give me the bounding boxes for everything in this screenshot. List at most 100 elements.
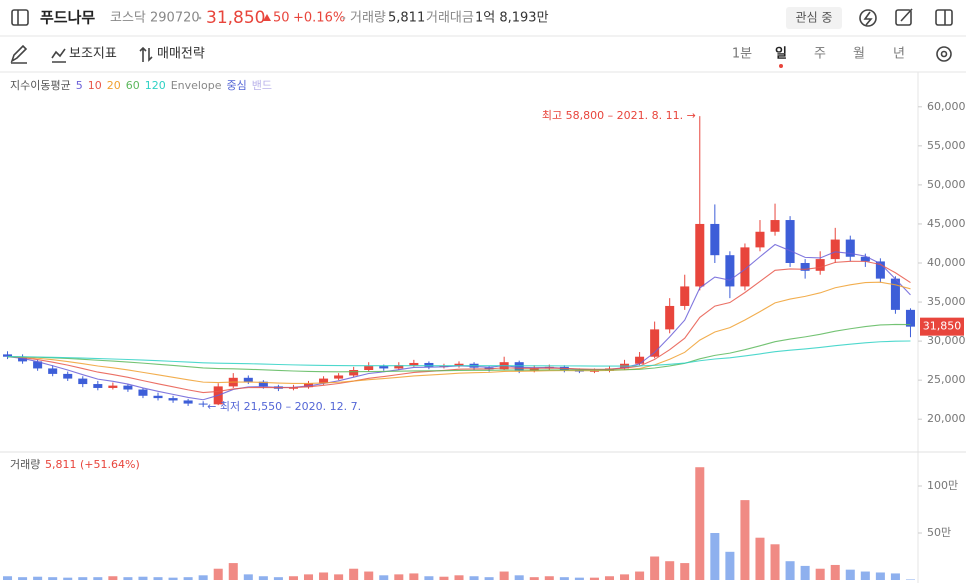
ema-line bbox=[7, 281, 911, 384]
candle-body bbox=[710, 223, 720, 256]
candle-body bbox=[334, 375, 344, 379]
watch-button[interactable] bbox=[786, 7, 842, 29]
period-tab[interactable]: 월 bbox=[853, 47, 865, 62]
period-tab[interactable]: 일 bbox=[775, 47, 787, 62]
candle-body bbox=[198, 403, 208, 405]
settings-icon[interactable] bbox=[936, 46, 952, 62]
candle-body bbox=[394, 365, 404, 369]
candle-body bbox=[725, 255, 735, 287]
volume-bar bbox=[228, 563, 238, 580]
high-annotation: 최고 58,800 – 2021. 8. 11. → bbox=[542, 109, 696, 122]
candle-body bbox=[123, 385, 133, 390]
candle-body bbox=[183, 400, 193, 404]
legend-band: 밴드 bbox=[252, 79, 272, 92]
volume-bar bbox=[635, 571, 645, 580]
candle-body bbox=[424, 362, 434, 367]
candle-body bbox=[635, 356, 645, 364]
candle-body bbox=[18, 356, 28, 362]
volume-bar bbox=[770, 544, 780, 580]
volume-bar bbox=[890, 573, 900, 580]
y-tick-label: 60,000 bbox=[927, 100, 966, 113]
candle-body bbox=[755, 231, 765, 248]
change: 50 bbox=[273, 11, 290, 26]
candle-body bbox=[785, 220, 795, 263]
candle-body bbox=[108, 385, 118, 388]
volume-bar bbox=[243, 574, 253, 580]
volume-bar bbox=[680, 563, 690, 580]
indicators[interactable]: 보조지표 bbox=[69, 47, 117, 62]
y-tick-label: 50만 bbox=[927, 526, 951, 539]
indicator-icon bbox=[51, 48, 66, 63]
y-tick-label: 35,000 bbox=[927, 295, 966, 308]
volume-bar bbox=[755, 537, 765, 580]
price: 31,850 bbox=[206, 8, 265, 28]
legend-period: 120 bbox=[145, 79, 166, 92]
edit-icon[interactable] bbox=[895, 9, 912, 26]
volume-bar bbox=[559, 577, 569, 580]
volume-bar bbox=[183, 577, 193, 580]
candle-body bbox=[905, 309, 915, 327]
ema-line bbox=[7, 260, 911, 394]
alert-bolt bbox=[863, 11, 873, 26]
legend-envelope: Envelope bbox=[171, 79, 222, 92]
period-tab[interactable]: 주 bbox=[814, 47, 826, 62]
volume-bar bbox=[529, 577, 539, 580]
last-price-box bbox=[920, 317, 964, 336]
volume-bar bbox=[364, 571, 374, 580]
legend-period: 20 bbox=[107, 79, 121, 92]
volume-bar bbox=[620, 574, 630, 580]
volume-title: 거래량 bbox=[10, 458, 40, 471]
strategy[interactable]: 매매전략 bbox=[157, 47, 205, 62]
volume-bar bbox=[213, 568, 223, 580]
panel-icon[interactable] bbox=[935, 9, 953, 26]
candle-body bbox=[63, 373, 73, 379]
volume-bar bbox=[33, 576, 43, 580]
volume-bar bbox=[574, 577, 584, 580]
y-tick-label: 40,000 bbox=[927, 256, 966, 269]
volume-bar bbox=[454, 575, 464, 580]
volume-bar bbox=[710, 533, 720, 580]
sidebar-icon[interactable] bbox=[11, 9, 29, 26]
candle-body bbox=[3, 354, 13, 357]
candle-body bbox=[379, 366, 389, 369]
strategy-icon bbox=[139, 46, 153, 62]
volume-bar bbox=[138, 576, 148, 580]
volume-bar bbox=[48, 577, 58, 580]
volume-subtitle: 5,811 (+51.64%) bbox=[45, 458, 140, 471]
volume-bar bbox=[63, 577, 73, 580]
y-tick-label: 45,000 bbox=[927, 217, 966, 230]
draw-icon[interactable] bbox=[10, 44, 28, 64]
volume-bar bbox=[258, 576, 268, 580]
volume-bar bbox=[589, 577, 599, 580]
y-tick-label: 25,000 bbox=[927, 373, 966, 386]
alert-icon[interactable] bbox=[859, 9, 877, 27]
code: 290720 bbox=[150, 11, 200, 26]
candle-body bbox=[680, 286, 690, 306]
candle-body bbox=[650, 329, 660, 357]
candle-body bbox=[48, 368, 58, 374]
candle-body bbox=[319, 378, 329, 384]
candle-body bbox=[409, 362, 419, 366]
volume-bar bbox=[860, 571, 870, 580]
candle-body bbox=[800, 263, 810, 271]
volume-bar bbox=[740, 500, 750, 580]
volume-bar bbox=[394, 574, 404, 580]
volume-bar bbox=[815, 568, 825, 580]
candle-body bbox=[815, 259, 825, 271]
volume-bar bbox=[875, 572, 885, 580]
candle-body bbox=[153, 395, 163, 399]
settings-center bbox=[940, 50, 948, 58]
volume-bar bbox=[665, 561, 675, 580]
volume-bar bbox=[3, 576, 13, 580]
period-tab[interactable]: 년 bbox=[893, 47, 905, 62]
period-tab[interactable]: 1분 bbox=[732, 47, 752, 62]
amount: 1억 8,193만 bbox=[475, 11, 549, 26]
volume-bar bbox=[439, 576, 449, 580]
edit-pen bbox=[900, 8, 913, 22]
volume-bar bbox=[108, 576, 118, 580]
dot bbox=[342, 16, 346, 20]
market: 코스닥 bbox=[110, 11, 146, 26]
y-tick-label: 55,000 bbox=[927, 139, 966, 152]
candle-body bbox=[138, 389, 148, 396]
volume-bar bbox=[18, 577, 28, 580]
